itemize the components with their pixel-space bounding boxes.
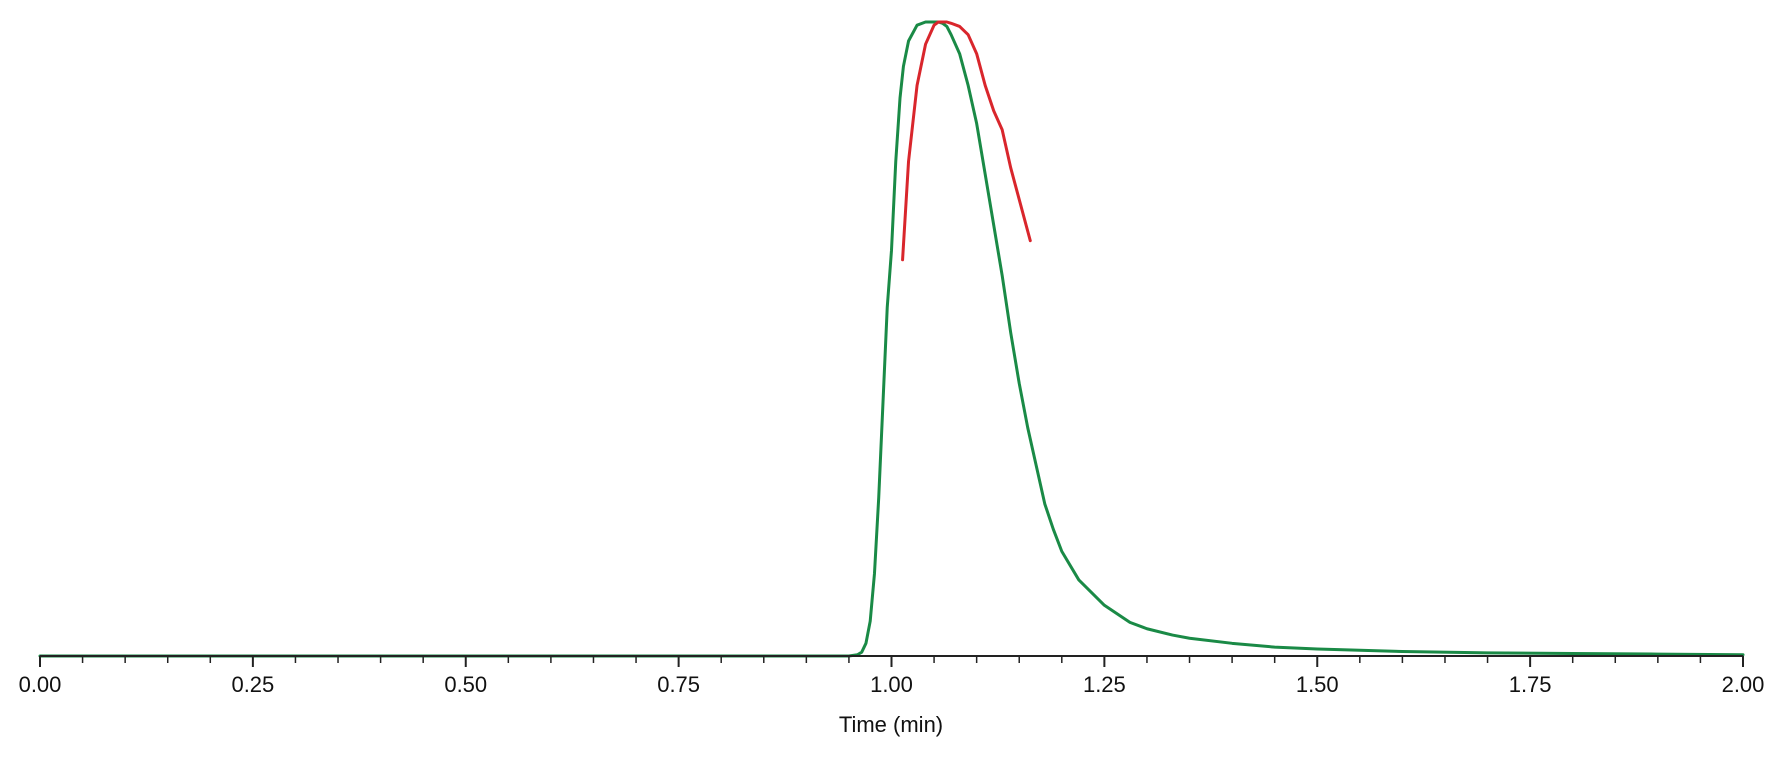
x-tick-label: 1.75 [1509, 672, 1552, 697]
x-tick-label: 1.00 [870, 672, 913, 697]
x-tick-label: 1.50 [1296, 672, 1339, 697]
series-layer [38, 20, 1745, 658]
x-tick-label: 1.25 [1083, 672, 1126, 697]
x-axis-title: Time (min) [839, 712, 943, 737]
x-axis-ticks: 0.00 0.25 0.50 0.75 1.00 1.25 1.50 1.75 2.00 [19, 656, 1765, 697]
x-tick-label: 0.75 [657, 672, 700, 697]
x-tick-label: 0.50 [444, 672, 487, 697]
x-tick-label: 0.00 [19, 672, 62, 697]
trace-line [38, 20, 1745, 658]
highlight-segment-line [901, 20, 1032, 262]
x-tick-label: 2.00 [1722, 672, 1765, 697]
x-tick-label: 0.25 [231, 672, 274, 697]
